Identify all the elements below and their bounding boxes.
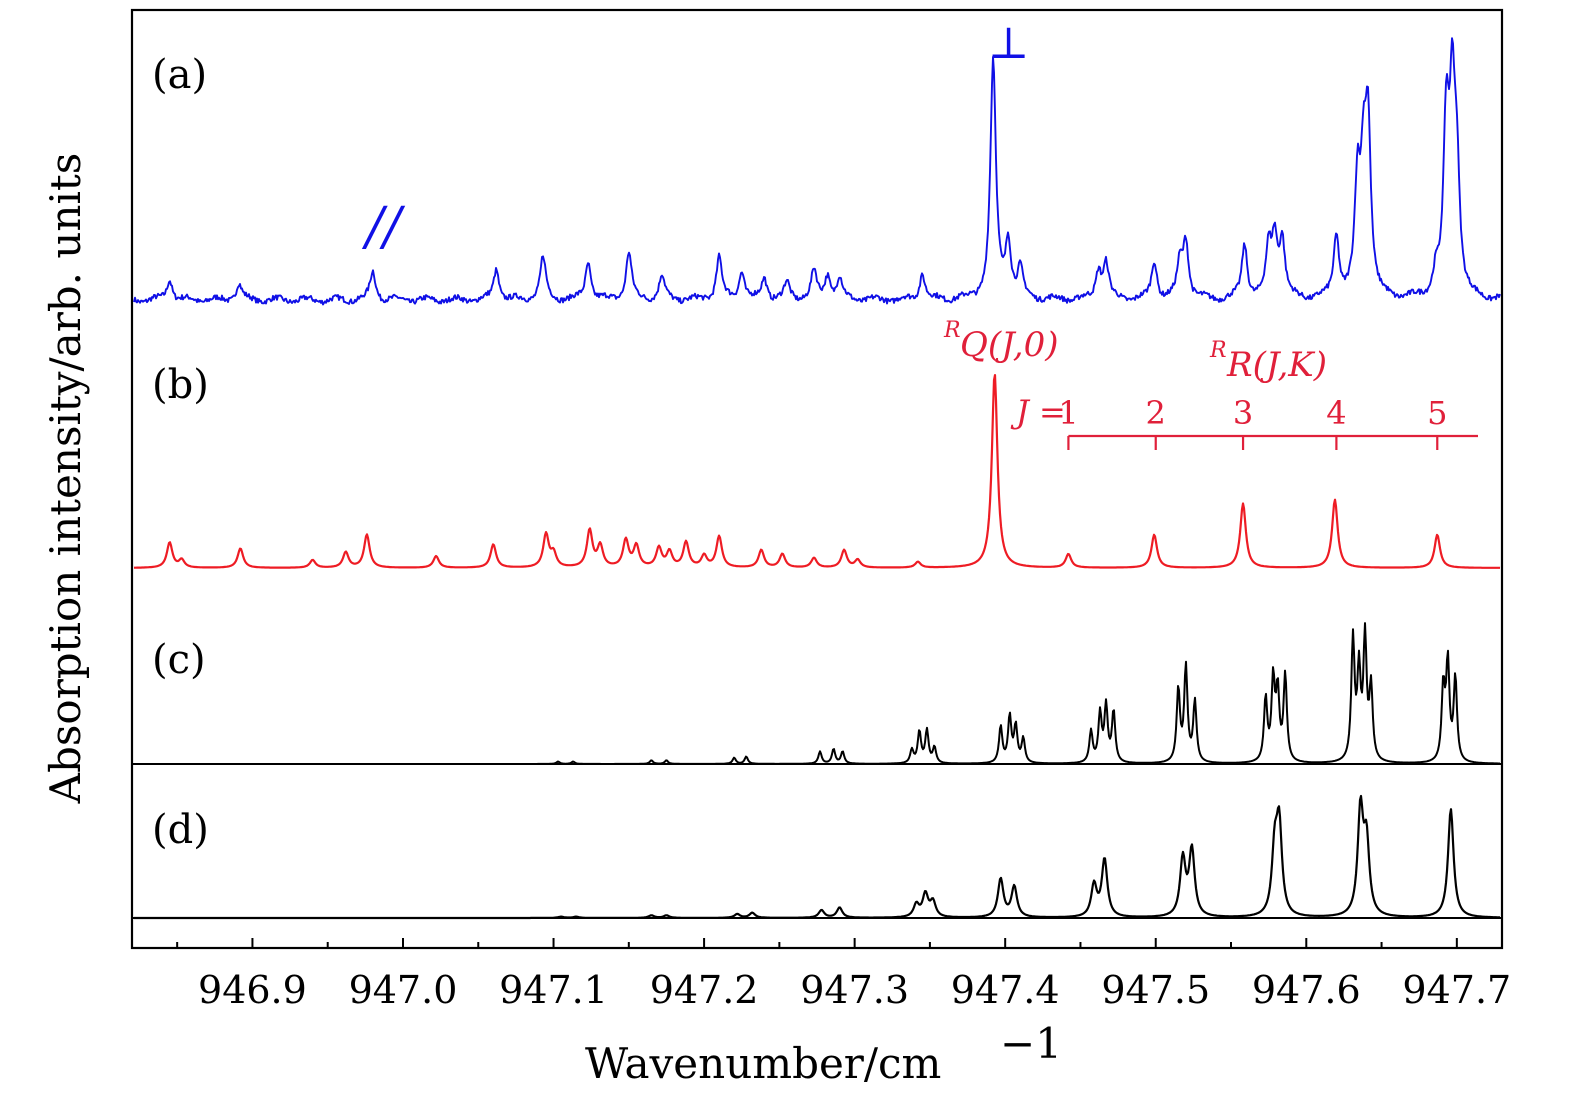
j-value-label: 1 xyxy=(1058,394,1078,432)
j-prefix-label: J = xyxy=(1010,393,1066,431)
j-value-label: 4 xyxy=(1326,394,1346,432)
rr-label: R(J,K) xyxy=(1226,345,1327,385)
j-scale-group: 1 2 3 4 5 xyxy=(1058,394,1478,450)
x-tick-label: 947.4 xyxy=(951,968,1060,1012)
y-axis-label: Absorption intensity/arb. units xyxy=(41,153,90,805)
spectrum-line-b xyxy=(133,374,1501,569)
x-tick-label: 947.5 xyxy=(1101,968,1210,1012)
spectrum-line-c xyxy=(134,622,1500,765)
plot-frame xyxy=(130,8,1504,950)
j-value-label: 3 xyxy=(1233,394,1253,432)
j-value-label: 2 xyxy=(1146,394,1166,432)
x-tick-label: 947.2 xyxy=(650,968,759,1012)
spectrum-line-d xyxy=(133,794,1501,920)
rr-superscript: R xyxy=(1209,338,1227,363)
x-axis-label: Wavenumber/cm −1 xyxy=(585,1019,1062,1088)
x-axis-label-text: Wavenumber/cm xyxy=(585,1039,941,1088)
panel-label-d: (d) xyxy=(152,807,209,853)
x-tick-label: 947.0 xyxy=(349,968,458,1012)
j-value-label: 5 xyxy=(1427,394,1447,432)
spectrum-line-a xyxy=(133,37,1501,306)
panel-label-a: (a) xyxy=(152,52,207,98)
x-tick-label: 947.7 xyxy=(1402,968,1511,1012)
x-tick-label: 947.3 xyxy=(800,968,909,1012)
panel-label-b: (b) xyxy=(152,362,209,408)
baselines-group xyxy=(132,763,1502,919)
rq-label: Q(J,0) xyxy=(960,325,1058,365)
x-tick-label: 946.9 xyxy=(198,968,307,1012)
spectra-group xyxy=(133,37,1501,920)
perpendicular-symbol: ⊥ xyxy=(988,18,1029,69)
parallel-symbol: // xyxy=(361,197,406,257)
rq-superscript: R xyxy=(943,318,961,343)
x-ticks-group: 946.9 947.0 947.1 947.2 947.3 947.4 947.5 947.6… xyxy=(176,938,1511,1012)
panel-label-c: (c) xyxy=(152,637,206,683)
x-tick-label: 947.1 xyxy=(499,968,608,1012)
x-axis-label-exponent: −1 xyxy=(1000,1019,1062,1068)
x-tick-label: 947.6 xyxy=(1252,968,1361,1012)
